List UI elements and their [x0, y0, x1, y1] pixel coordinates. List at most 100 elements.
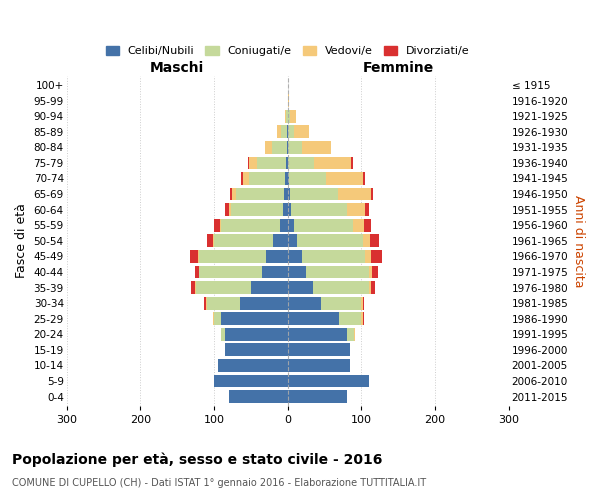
- Text: COMUNE DI CUPELLO (CH) - Dati ISTAT 1° gennaio 2016 - Elaborazione TUTTITALIA.IT: COMUNE DI CUPELLO (CH) - Dati ISTAT 1° g…: [12, 478, 426, 488]
- Bar: [339, 312, 361, 325]
- Bar: [262, 266, 287, 278]
- Bar: [365, 250, 371, 263]
- Y-axis label: Anni di nascita: Anni di nascita: [572, 194, 585, 287]
- Bar: [347, 204, 365, 216]
- Y-axis label: Fasce di età: Fasce di età: [15, 204, 28, 278]
- Bar: [287, 250, 302, 263]
- Bar: [353, 219, 364, 232]
- Bar: [240, 296, 287, 310]
- Bar: [351, 156, 353, 170]
- Bar: [292, 204, 347, 216]
- Bar: [289, 141, 302, 154]
- Bar: [306, 266, 369, 278]
- Bar: [287, 374, 369, 388]
- Bar: [290, 188, 338, 200]
- Bar: [221, 312, 287, 325]
- Bar: [361, 296, 363, 310]
- Bar: [287, 390, 347, 403]
- Text: Popolazione per età, sesso e stato civile - 2016: Popolazione per età, sesso e stato civil…: [12, 452, 382, 467]
- Bar: [373, 266, 379, 278]
- Bar: [287, 359, 350, 372]
- Bar: [225, 344, 287, 356]
- Bar: [354, 328, 355, 340]
- Bar: [289, 126, 295, 138]
- Bar: [205, 296, 206, 310]
- Bar: [287, 312, 339, 325]
- Bar: [313, 281, 369, 294]
- Bar: [363, 234, 370, 247]
- Bar: [286, 156, 287, 170]
- Bar: [284, 188, 287, 200]
- Legend: Celibi/Nubili, Coniugati/e, Vedovi/e, Divorziati/e: Celibi/Nubili, Coniugati/e, Vedovi/e, Di…: [101, 42, 475, 61]
- Bar: [314, 156, 351, 170]
- Bar: [243, 172, 248, 185]
- Bar: [289, 156, 314, 170]
- Bar: [198, 250, 199, 263]
- Bar: [248, 172, 286, 185]
- Bar: [195, 281, 196, 294]
- Bar: [287, 78, 289, 92]
- Bar: [365, 204, 369, 216]
- Bar: [272, 141, 287, 154]
- Bar: [369, 266, 373, 278]
- Bar: [220, 219, 221, 232]
- Bar: [221, 328, 225, 340]
- Bar: [196, 281, 251, 294]
- Bar: [206, 296, 240, 310]
- Bar: [287, 281, 313, 294]
- Bar: [214, 374, 287, 388]
- Bar: [273, 234, 287, 247]
- Bar: [287, 141, 289, 154]
- Bar: [280, 219, 287, 232]
- Bar: [338, 188, 371, 200]
- Bar: [250, 156, 257, 170]
- Bar: [241, 172, 243, 185]
- Bar: [295, 126, 309, 138]
- Bar: [287, 328, 347, 340]
- Bar: [293, 219, 353, 232]
- Bar: [287, 110, 290, 122]
- Bar: [281, 126, 287, 138]
- Bar: [364, 219, 371, 232]
- Bar: [236, 188, 284, 200]
- Bar: [287, 266, 306, 278]
- Bar: [283, 204, 287, 216]
- Bar: [363, 312, 364, 325]
- Bar: [265, 141, 272, 154]
- Bar: [206, 234, 212, 247]
- Bar: [361, 312, 363, 325]
- Bar: [287, 188, 290, 200]
- Bar: [190, 250, 198, 263]
- Bar: [287, 172, 289, 185]
- Bar: [347, 328, 354, 340]
- Bar: [286, 172, 287, 185]
- Bar: [369, 281, 371, 294]
- Bar: [214, 312, 221, 325]
- Bar: [195, 266, 199, 278]
- Text: Femmine: Femmine: [362, 61, 434, 75]
- Bar: [287, 296, 321, 310]
- Bar: [231, 204, 283, 216]
- Bar: [277, 126, 281, 138]
- Bar: [191, 281, 195, 294]
- Bar: [199, 266, 262, 278]
- Bar: [289, 172, 326, 185]
- Bar: [229, 390, 287, 403]
- Bar: [287, 204, 292, 216]
- Bar: [290, 110, 296, 122]
- Bar: [363, 172, 365, 185]
- Bar: [213, 312, 214, 325]
- Bar: [232, 188, 236, 200]
- Bar: [230, 188, 232, 200]
- Bar: [214, 219, 220, 232]
- Bar: [287, 156, 289, 170]
- Bar: [302, 141, 331, 154]
- Bar: [326, 172, 363, 185]
- Bar: [287, 94, 289, 107]
- Bar: [225, 328, 287, 340]
- Bar: [287, 344, 350, 356]
- Bar: [286, 110, 287, 122]
- Bar: [266, 250, 287, 263]
- Bar: [296, 234, 363, 247]
- Bar: [287, 234, 296, 247]
